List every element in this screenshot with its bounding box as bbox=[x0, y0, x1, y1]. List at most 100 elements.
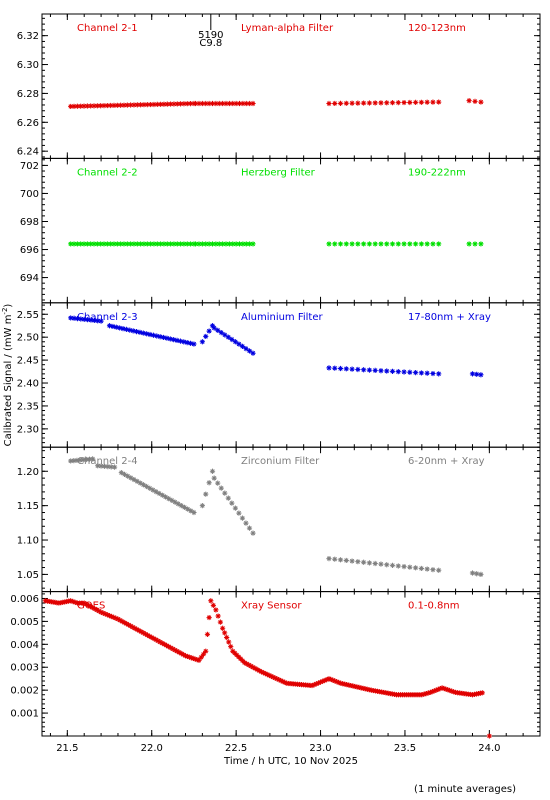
data-point bbox=[216, 100, 222, 107]
y-tick-label: 1.05 bbox=[17, 570, 39, 581]
data-point bbox=[203, 491, 209, 497]
data-point bbox=[144, 331, 150, 337]
data-point bbox=[361, 559, 367, 565]
data-point bbox=[326, 241, 332, 247]
data-point bbox=[192, 656, 198, 662]
data-point bbox=[243, 346, 249, 352]
data-point bbox=[366, 100, 373, 106]
data-point bbox=[184, 653, 191, 660]
data-point bbox=[158, 241, 164, 247]
x-tick-label: 23.5 bbox=[394, 743, 416, 754]
flare-marker-class: C9.8 bbox=[199, 38, 222, 49]
y-tick-label: 6.28 bbox=[17, 89, 39, 100]
panel-1: 6.24 6.26 6.28 6.30 6.32 Channel 2-1 Lyman-alp… bbox=[17, 13, 541, 159]
data-point bbox=[239, 343, 246, 349]
data-point bbox=[100, 610, 106, 616]
data-point bbox=[218, 485, 224, 491]
data-point bbox=[141, 241, 147, 247]
data-point bbox=[326, 555, 332, 562]
data-point bbox=[474, 371, 480, 377]
data-point bbox=[181, 339, 187, 345]
filter-label: Lyman-alpha Filter bbox=[241, 23, 334, 34]
data-point bbox=[118, 241, 124, 247]
data-point bbox=[85, 602, 92, 608]
data-point bbox=[155, 638, 161, 644]
data-point bbox=[133, 328, 140, 335]
data-point bbox=[203, 333, 209, 340]
data-point bbox=[125, 473, 131, 479]
data-point bbox=[168, 241, 174, 247]
y-tick-label: 0.005 bbox=[10, 617, 39, 628]
data-point bbox=[389, 368, 396, 374]
data-point bbox=[184, 339, 190, 346]
data-point bbox=[151, 241, 157, 247]
data-point bbox=[332, 678, 338, 684]
data-point bbox=[168, 101, 174, 107]
data-point bbox=[241, 660, 248, 666]
data-point bbox=[119, 618, 125, 624]
data-point bbox=[94, 241, 100, 247]
data-point bbox=[144, 241, 150, 247]
data-point bbox=[90, 605, 96, 611]
data-point bbox=[466, 98, 472, 104]
data-point bbox=[121, 471, 128, 477]
data-point bbox=[418, 241, 424, 247]
data-point bbox=[343, 100, 349, 106]
data-point bbox=[384, 562, 390, 568]
data-point bbox=[430, 370, 436, 377]
y-tick-label: 702 bbox=[20, 161, 39, 172]
data-point bbox=[184, 101, 190, 107]
data-point bbox=[125, 622, 132, 628]
data-point bbox=[121, 102, 127, 108]
data-point bbox=[262, 670, 268, 677]
data-point bbox=[311, 682, 317, 688]
data-point bbox=[175, 501, 181, 507]
data-point bbox=[441, 685, 447, 692]
data-point bbox=[163, 642, 170, 649]
data-point bbox=[88, 103, 94, 109]
data-point bbox=[401, 241, 407, 247]
y-tick-label: 1.20 bbox=[17, 467, 39, 478]
data-point bbox=[430, 567, 436, 573]
data-point bbox=[180, 652, 186, 658]
y-axis-label-main: Calibrated Signal / (mW m bbox=[3, 315, 14, 447]
data-point bbox=[134, 626, 140, 633]
data-point bbox=[229, 336, 235, 343]
data-point bbox=[395, 369, 401, 375]
data-point bbox=[95, 463, 101, 469]
data-point bbox=[166, 496, 172, 502]
data-point bbox=[389, 562, 396, 568]
data-point bbox=[268, 673, 274, 679]
data-point bbox=[134, 102, 140, 108]
data-point bbox=[209, 468, 216, 474]
y-tick-label: 700 bbox=[20, 189, 39, 200]
data-point bbox=[220, 241, 226, 247]
data-point bbox=[134, 241, 140, 247]
channel-label: Channel 2-2 bbox=[77, 167, 138, 178]
data-point bbox=[355, 366, 361, 373]
data-point bbox=[138, 102, 144, 108]
data-point bbox=[78, 103, 84, 109]
data-point bbox=[366, 560, 373, 566]
data-point bbox=[337, 241, 344, 247]
data-point bbox=[174, 241, 180, 247]
data-point bbox=[218, 329, 224, 336]
data-point bbox=[431, 688, 437, 694]
data-point bbox=[130, 624, 136, 630]
data-point bbox=[213, 241, 219, 247]
data-point bbox=[372, 100, 378, 106]
x-axis: 21.5 22.0 22.5 23.0 23.5 24.0 bbox=[56, 743, 500, 754]
data-point bbox=[172, 647, 178, 653]
data-point bbox=[203, 241, 209, 247]
y-tick-label: 2.50 bbox=[17, 333, 39, 344]
data-point bbox=[113, 615, 119, 621]
y-tick-label: 6.26 bbox=[17, 118, 39, 129]
data-point bbox=[276, 677, 282, 683]
data-point bbox=[164, 101, 170, 107]
data-point bbox=[131, 102, 137, 108]
band-label: 0.1-0.8nm bbox=[408, 601, 460, 612]
data-point bbox=[144, 102, 150, 108]
data-point bbox=[384, 241, 390, 247]
data-point bbox=[98, 318, 104, 324]
y-tick-label: 6.24 bbox=[17, 147, 39, 158]
